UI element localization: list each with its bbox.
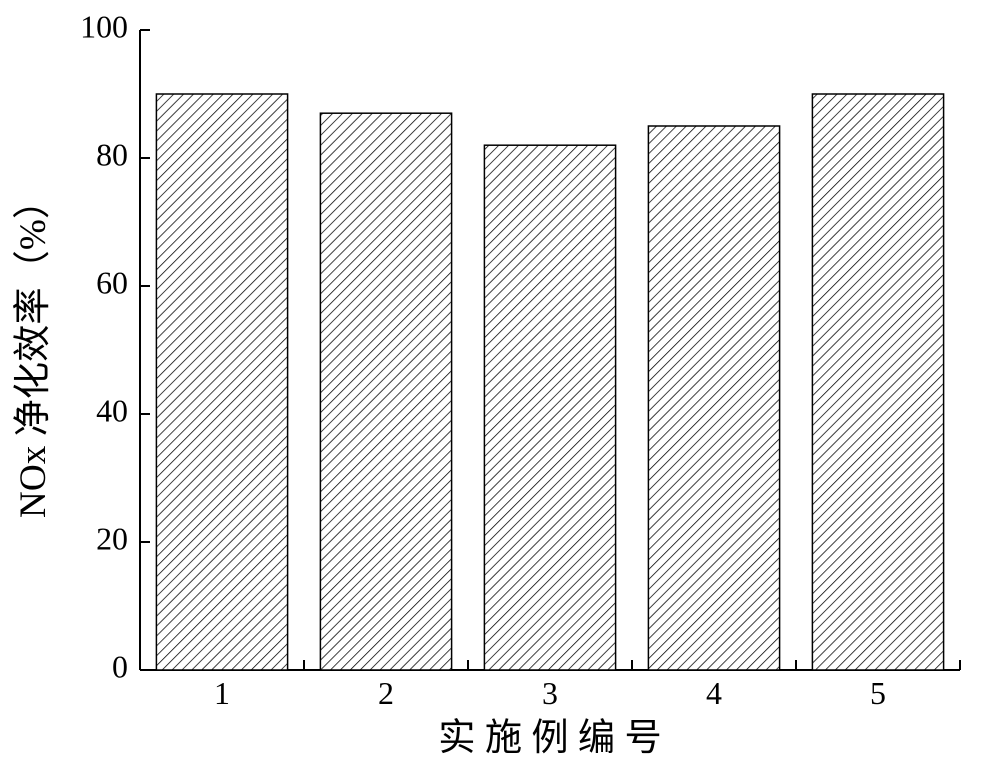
bar [648, 126, 779, 670]
nox-bar-chart: 0 20 40 60 80 100 NOx 净化效率（%） 1 2 3 4 5 实 施 例 编 号 [0, 0, 1000, 770]
x-tick-label: 5 [870, 676, 886, 711]
bar [156, 94, 287, 670]
chart-svg: 0 20 40 60 80 100 NOx 净化效率（%） 1 2 3 4 5 实 施 例 编 号 [0, 0, 1000, 770]
y-tick-label: 80 [96, 137, 128, 172]
bar [484, 145, 615, 670]
bar [812, 94, 943, 670]
y-tick-label: 40 [96, 393, 128, 428]
x-axis-label: 实 施 例 编 号 [438, 717, 661, 759]
y-axis-label: NOx 净化效率（%） [12, 182, 54, 518]
y-tick-label: 0 [112, 649, 128, 684]
y-tick-label: 20 [96, 521, 128, 556]
x-tick-label: 1 [214, 676, 230, 711]
x-tick-label: 3 [542, 676, 558, 711]
x-tick-label: 4 [706, 676, 722, 711]
x-tick-label: 2 [378, 676, 394, 711]
bar [320, 113, 451, 670]
y-tick-label: 100 [80, 9, 128, 44]
y-tick-label: 60 [96, 265, 128, 300]
